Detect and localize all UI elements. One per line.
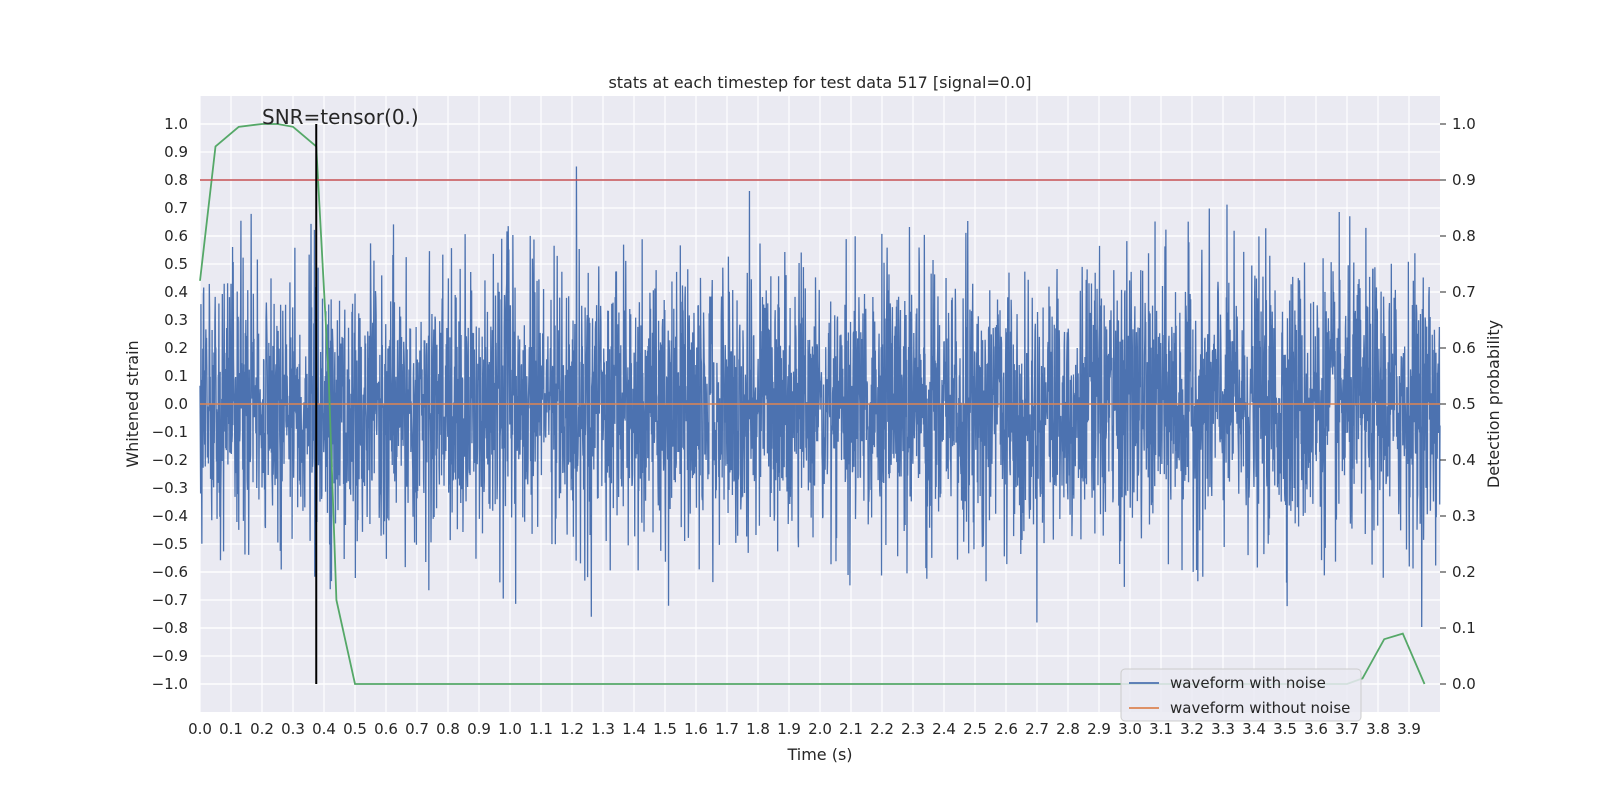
x-tick-label: 0.6 [374, 720, 398, 738]
y-tick-label-right: 0.5 [1452, 395, 1476, 413]
y-tick-label-right: 0.1 [1452, 619, 1476, 637]
x-tick-label: 1.1 [529, 720, 553, 738]
x-tick-label: 0.2 [250, 720, 274, 738]
x-tick-label: 1.7 [715, 720, 739, 738]
legend-label-clean: waveform without noise [1170, 699, 1350, 717]
x-tick-label: 0.4 [312, 720, 336, 738]
y-tick-label-left: 0.4 [164, 283, 188, 301]
y-axis-label-left: Whitened strain [123, 340, 142, 467]
x-tick-label: 1.9 [777, 720, 801, 738]
y-tick-label-left: −0.5 [152, 535, 188, 553]
x-tick-label: 3.4 [1242, 720, 1266, 738]
x-tick-label: 0.7 [405, 720, 429, 738]
y-tick-label-left: 0.3 [164, 311, 188, 329]
x-tick-label: 3.9 [1397, 720, 1421, 738]
y-axis-label-right: Detection probability [1484, 320, 1503, 488]
series-waveform-with-noise [199, 166, 1441, 628]
y-tick-label-left: 0.0 [164, 395, 188, 413]
x-tick-label: 3.0 [1118, 720, 1142, 738]
x-tick-label: 0.9 [467, 720, 491, 738]
y-tick-label-left: −0.3 [152, 479, 188, 497]
x-tick-label: 0.5 [343, 720, 367, 738]
y-tick-label-right: 1.0 [1452, 115, 1476, 133]
y-tick-label-left: −0.9 [152, 647, 188, 665]
x-tick-label: 3.8 [1366, 720, 1390, 738]
x-tick-label: 2.7 [1025, 720, 1049, 738]
x-tick-label: 2.3 [901, 720, 925, 738]
y-tick-label-left: 0.7 [164, 199, 188, 217]
legend-label-noisy: waveform with noise [1170, 674, 1326, 692]
y-tick-label-left: −0.7 [152, 591, 188, 609]
x-tick-label: 3.6 [1304, 720, 1328, 738]
x-tick-label: 0.3 [281, 720, 305, 738]
legend-box [1120, 668, 1362, 722]
x-tick-label: 2.2 [870, 720, 894, 738]
x-tick-label: 1.4 [622, 720, 646, 738]
x-tick-label: 1.5 [653, 720, 677, 738]
x-tick-label: 2.5 [963, 720, 987, 738]
y-tick-label-left: −0.1 [152, 423, 188, 441]
x-tick-label: 3.3 [1211, 720, 1235, 738]
y-tick-label-left: 0.2 [164, 339, 188, 357]
x-tick-label: 2.4 [932, 720, 956, 738]
y-tick-label-left: 1.0 [164, 115, 188, 133]
x-tick-label: 2.1 [839, 720, 863, 738]
chart-title: stats at each timestep for test data 517… [608, 73, 1031, 92]
y-tick-label-right: 0.2 [1452, 563, 1476, 581]
x-tick-label: 3.1 [1149, 720, 1173, 738]
x-tick-label: 1.8 [746, 720, 770, 738]
y-tick-label-left: 0.1 [164, 367, 188, 385]
y-tick-label-left: −1.0 [152, 675, 188, 693]
y-tick-label-left: −0.8 [152, 619, 188, 637]
y-tick-label-right: 0.0 [1452, 675, 1476, 693]
y-tick-label-left: 0.6 [164, 227, 188, 245]
y-tick-label-left: −0.4 [152, 507, 188, 525]
x-tick-label: 3.2 [1180, 720, 1204, 738]
x-tick-label: 2.0 [808, 720, 832, 738]
y-tick-label-left: 0.5 [164, 255, 188, 273]
x-tick-label: 2.8 [1056, 720, 1080, 738]
snr-annotation: SNR=tensor(0.) [262, 105, 419, 129]
x-tick-label: 1.0 [498, 720, 522, 738]
y-tick-label-right: 0.3 [1452, 507, 1476, 525]
y-tick-label-right: 0.6 [1452, 339, 1476, 357]
y-tick-label-left: −0.2 [152, 451, 188, 469]
x-tick-label: 0.1 [219, 720, 243, 738]
y-tick-label-left: 0.8 [164, 171, 188, 189]
x-axis-label: Time (s) [786, 745, 852, 764]
x-tick-label: 2.9 [1087, 720, 1111, 738]
ticks: 0.0 0.1 0.2 0.3 0.4 0.5 0.6 0.7 0.8 0.9 1.0 1.1 1.2 1… [152, 115, 1476, 738]
x-tick-label: 2.6 [994, 720, 1018, 738]
y-tick-label-right: 0.8 [1452, 227, 1476, 245]
legend: waveform with noise waveform without noi… [1120, 668, 1362, 722]
y-tick-label-right: 0.4 [1452, 451, 1476, 469]
x-tick-label: 0.8 [436, 720, 460, 738]
x-tick-label: 0.0 [188, 720, 212, 738]
x-tick-label: 1.6 [684, 720, 708, 738]
x-tick-label: 1.3 [591, 720, 615, 738]
x-tick-label: 3.5 [1273, 720, 1297, 738]
x-tick-label: 3.7 [1335, 720, 1359, 738]
y-tick-label-right: 0.9 [1452, 171, 1476, 189]
y-tick-label-left: −0.6 [152, 563, 188, 581]
y-tick-label-left: 0.9 [164, 143, 188, 161]
y-tick-label-right: 0.7 [1452, 283, 1476, 301]
x-tick-label: 1.2 [560, 720, 584, 738]
